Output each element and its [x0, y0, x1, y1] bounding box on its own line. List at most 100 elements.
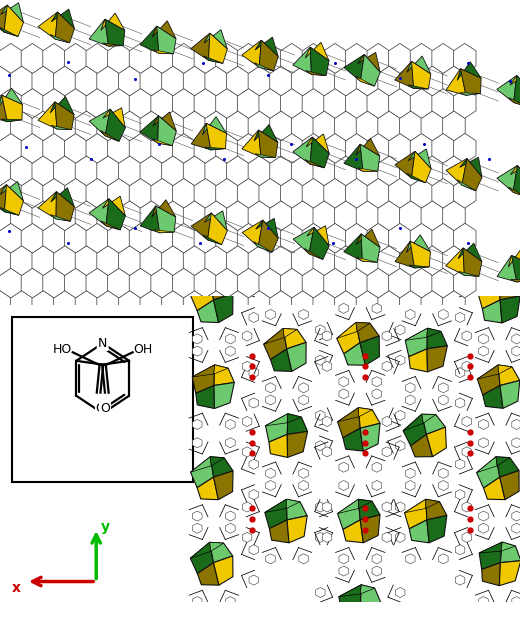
- Polygon shape: [345, 88, 368, 118]
- Polygon shape: [462, 331, 472, 341]
- Polygon shape: [0, 5, 7, 32]
- Polygon shape: [409, 349, 427, 372]
- Polygon shape: [237, 178, 260, 208]
- Polygon shape: [226, 511, 235, 521]
- Polygon shape: [162, 111, 184, 141]
- Polygon shape: [256, 218, 278, 239]
- Polygon shape: [499, 280, 520, 300]
- Polygon shape: [242, 130, 261, 157]
- Polygon shape: [214, 471, 233, 500]
- Polygon shape: [196, 386, 214, 408]
- Polygon shape: [265, 499, 287, 513]
- Polygon shape: [270, 291, 292, 320]
- Polygon shape: [157, 26, 176, 54]
- Polygon shape: [388, 223, 411, 253]
- Polygon shape: [210, 280, 233, 300]
- Polygon shape: [305, 159, 324, 168]
- Polygon shape: [322, 362, 332, 371]
- Polygon shape: [151, 133, 173, 163]
- Polygon shape: [476, 457, 497, 473]
- Polygon shape: [54, 201, 76, 231]
- Polygon shape: [101, 130, 119, 141]
- Polygon shape: [476, 457, 500, 488]
- Polygon shape: [432, 88, 454, 118]
- Polygon shape: [97, 66, 119, 96]
- Polygon shape: [443, 291, 465, 320]
- Polygon shape: [226, 334, 235, 344]
- Text: x: x: [12, 581, 21, 595]
- Polygon shape: [56, 192, 74, 222]
- Polygon shape: [453, 268, 476, 298]
- Polygon shape: [203, 117, 227, 135]
- Polygon shape: [291, 201, 314, 231]
- Polygon shape: [410, 43, 433, 73]
- Polygon shape: [405, 499, 427, 529]
- Polygon shape: [345, 223, 368, 253]
- Polygon shape: [500, 381, 520, 408]
- Polygon shape: [5, 184, 23, 215]
- Polygon shape: [360, 336, 380, 365]
- Polygon shape: [406, 395, 415, 405]
- Polygon shape: [54, 291, 76, 320]
- Polygon shape: [512, 346, 520, 356]
- Polygon shape: [269, 434, 288, 457]
- Polygon shape: [479, 346, 488, 356]
- Polygon shape: [367, 178, 389, 208]
- Polygon shape: [382, 362, 392, 371]
- Polygon shape: [403, 414, 426, 446]
- Polygon shape: [190, 542, 214, 574]
- Polygon shape: [500, 471, 519, 500]
- Polygon shape: [266, 395, 275, 405]
- Polygon shape: [356, 323, 379, 343]
- Polygon shape: [372, 376, 382, 387]
- Polygon shape: [190, 457, 214, 487]
- Polygon shape: [265, 499, 287, 529]
- Polygon shape: [287, 342, 306, 371]
- Polygon shape: [339, 462, 348, 472]
- Polygon shape: [0, 223, 22, 253]
- Polygon shape: [511, 164, 520, 184]
- Polygon shape: [432, 43, 454, 73]
- Polygon shape: [382, 331, 392, 341]
- Polygon shape: [169, 398, 179, 408]
- Polygon shape: [258, 220, 278, 252]
- Polygon shape: [453, 223, 476, 253]
- Polygon shape: [119, 246, 141, 275]
- Polygon shape: [305, 43, 329, 60]
- Polygon shape: [237, 268, 260, 298]
- Polygon shape: [399, 111, 422, 141]
- Polygon shape: [421, 111, 444, 141]
- Polygon shape: [339, 554, 348, 564]
- Polygon shape: [108, 43, 130, 73]
- Polygon shape: [479, 260, 488, 271]
- Text: N: N: [98, 337, 108, 350]
- Polygon shape: [281, 268, 303, 298]
- Polygon shape: [512, 437, 520, 448]
- Polygon shape: [216, 178, 238, 208]
- Polygon shape: [191, 123, 211, 150]
- Polygon shape: [190, 542, 211, 558]
- Polygon shape: [10, 66, 33, 96]
- Polygon shape: [192, 365, 215, 377]
- Polygon shape: [356, 111, 379, 141]
- Polygon shape: [242, 40, 261, 67]
- Polygon shape: [214, 383, 235, 408]
- Polygon shape: [339, 566, 348, 576]
- Polygon shape: [337, 323, 360, 354]
- Polygon shape: [407, 173, 426, 183]
- Polygon shape: [409, 520, 429, 543]
- Polygon shape: [324, 43, 346, 73]
- Polygon shape: [151, 178, 173, 208]
- Polygon shape: [248, 201, 270, 231]
- Polygon shape: [513, 165, 520, 197]
- Polygon shape: [237, 223, 260, 253]
- Polygon shape: [259, 40, 278, 71]
- Polygon shape: [422, 414, 436, 423]
- Polygon shape: [210, 542, 233, 563]
- Polygon shape: [281, 133, 303, 163]
- Polygon shape: [242, 416, 252, 426]
- Polygon shape: [183, 155, 206, 186]
- Polygon shape: [248, 155, 270, 186]
- Polygon shape: [438, 468, 448, 478]
- Polygon shape: [479, 542, 502, 553]
